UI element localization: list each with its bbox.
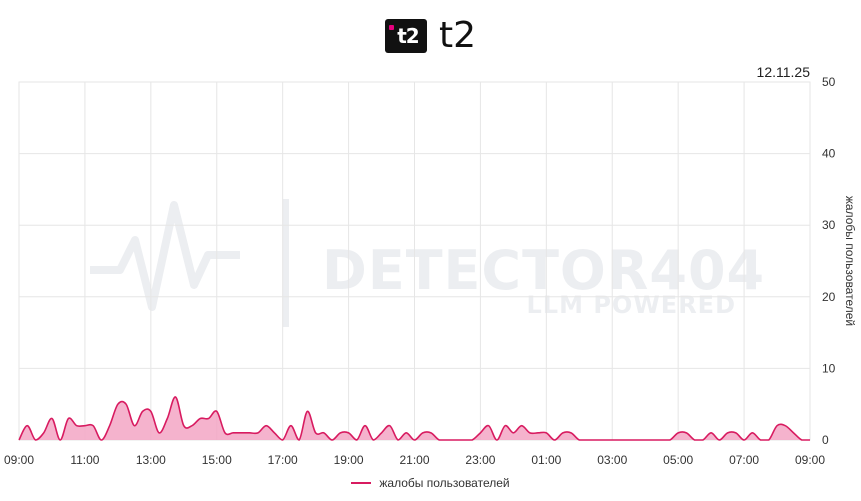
brand-name: t2 [438, 15, 477, 56]
y-axis-label: жалобы пользователей [843, 196, 857, 326]
x-tick-label: 09:00 [795, 453, 825, 467]
series-area [19, 396, 810, 440]
series-line [18, 396, 810, 441]
chart-header: t2 t2 [0, 14, 861, 58]
x-tick-label: 15:00 [202, 453, 232, 467]
t2-logo-icon: t2 [384, 19, 427, 53]
x-tick-label: 17:00 [268, 453, 298, 467]
x-tick-label: 13:00 [136, 453, 166, 467]
x-tick-label: 11:00 [70, 453, 99, 467]
x-tick-label: 21:00 [399, 453, 429, 467]
chart-grid [18, 81, 811, 441]
date-label: 12.11.25 [756, 64, 810, 80]
x-axis-ticks: 09:00 11:00 13:00 15:00 17:00 19:00 21:00 23:00… [4, 453, 825, 467]
y-tick-label: 20 [822, 290, 836, 304]
y-tick-label: 30 [822, 218, 836, 232]
y-tick-label: 10 [822, 361, 836, 375]
x-tick-label: 07:00 [729, 453, 759, 467]
x-tick-label: 23:00 [465, 453, 495, 467]
logo-glyph: t2 [397, 24, 420, 48]
x-tick-label: 01:00 [531, 453, 561, 467]
y-tick-label: 50 [822, 75, 836, 89]
y-tick-label: 40 [822, 147, 836, 161]
y-axis-ticks: 0 10 20 30 40 50 [822, 75, 836, 447]
x-tick-label: 03:00 [597, 453, 627, 467]
legend[interactable]: жалобы пользователей [0, 476, 861, 490]
x-tick-label: 09:00 [4, 453, 34, 467]
x-tick-label: 05:00 [663, 453, 693, 467]
x-tick-label: 19:00 [334, 453, 364, 467]
legend-label: жалобы пользователей [379, 476, 510, 490]
legend-swatch [351, 482, 372, 484]
logo-dot [388, 25, 394, 30]
y-tick-label: 0 [822, 433, 829, 447]
